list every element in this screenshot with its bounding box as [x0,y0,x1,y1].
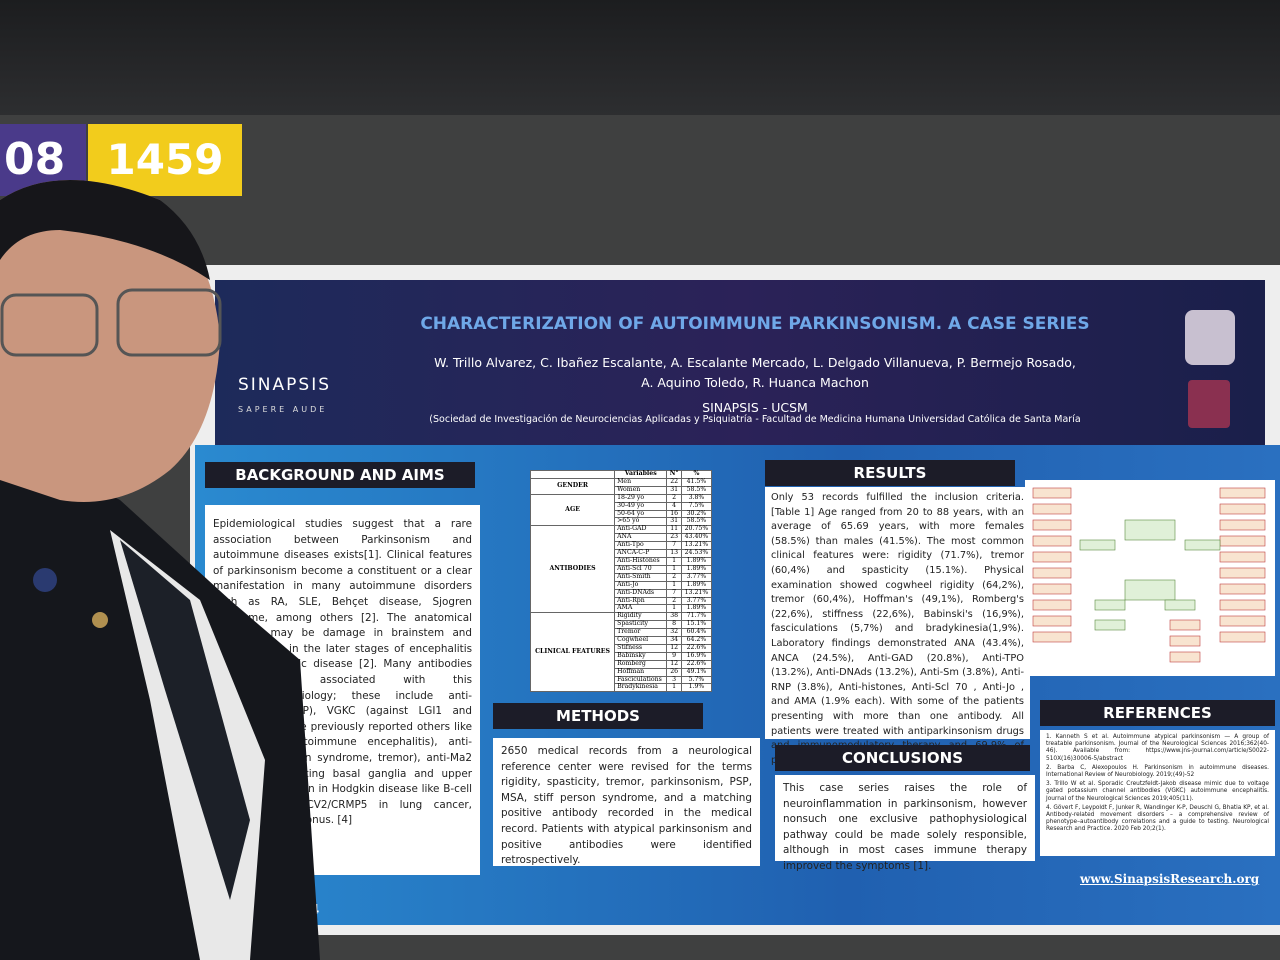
logo-name: SINAPSIS [238,375,331,395]
table-cell: 1.9% [680,683,713,693]
booth-left: 08 [0,124,86,196]
booth-right: 1459 [88,124,242,196]
reference: 2. Barba C, Alexopoulos H. Parkinsonism … [1046,764,1269,779]
reference: 4. Gövert F, Leypoldt F, Junker R, Wandi… [1046,804,1269,833]
section-heading: REFERENCES [1040,700,1275,726]
references-box: 1. Kanneth S et al. Autoimmune atypical … [1040,730,1275,856]
table-row: AGE 18-29 yo 2 3.8% [529,493,713,527]
affiliation: (Sociedad de Investigación de Neurocienc… [429,414,1081,425]
section-text: 2650 medical records from a neurological… [493,738,760,866]
poster-header [215,280,1265,445]
authors-2: A. Aquino Toledo, R. Huanca Machon [641,375,869,390]
section-text: This case series raises the role of neur… [775,775,1035,872]
section-heading: RESULTS [765,460,1015,486]
crest [1185,310,1235,365]
table-row: Hoffman 26 49.1% [531,667,713,677]
section-heading: CONCLUSIONS [775,745,1030,771]
table: Variables N°% GENDER Men 22 41.5% Women 31 58.5%… [529,470,713,693]
group-cell: AGE [529,493,616,527]
section-heading: BACKGROUND AND AIMS [205,462,475,488]
authors-1: W. Trillo Alvarez, C. Ibañez Escalante, … [434,355,1076,370]
title: CHARACTERIZATION OF AUTOIMMUNE PARKINSON… [420,314,1090,334]
logo-motto: SAPERE AUDE [238,405,328,414]
table-row: Tremor 32 60.4% [531,628,713,638]
table-row: Bradykinesia 1 1.9% [531,683,713,693]
org: SINAPSIS - UCSM [702,400,808,415]
table-cell: 1 [666,683,682,693]
reference: 1. Kanneth S et al. Autoimmune atypical … [1046,734,1269,762]
section-heading: METHODS [493,703,703,729]
diagram [1025,480,1275,676]
group-cell: CLINICAL FEATURES [529,612,616,693]
crest [1188,380,1230,428]
table-container: Variables N°% GENDER Men 22 41.5% Women 31 58.5%… [529,470,713,693]
reference: 3. Trillo W et al. Sporadic Creutzfeldt-… [1046,781,1269,802]
flowchart [1032,487,1266,663]
ceiling [0,0,1280,115]
group-cell: ANTIBODIES [529,525,616,614]
website: www.SinapsisResearch.org [1080,872,1260,886]
